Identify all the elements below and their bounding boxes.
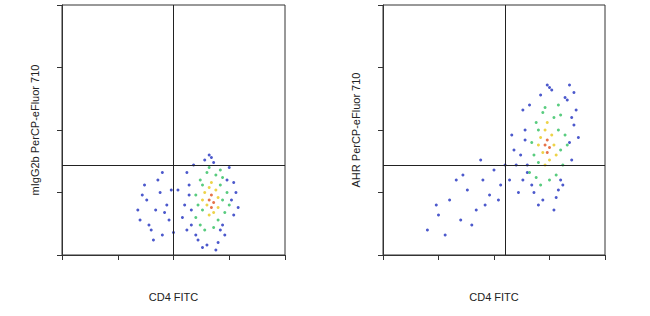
svg-text:CD4 FITC: CD4 FITC <box>469 291 519 303</box>
svg-text:mIgG2b PerCP-eFluor 710: mIgG2b PerCP-eFluor 710 <box>29 65 41 196</box>
svg-text:AHR PerCP-eFluor 710: AHR PerCP-eFluor 710 <box>350 73 362 188</box>
svg-text:CD4 FITC: CD4 FITC <box>149 291 199 303</box>
